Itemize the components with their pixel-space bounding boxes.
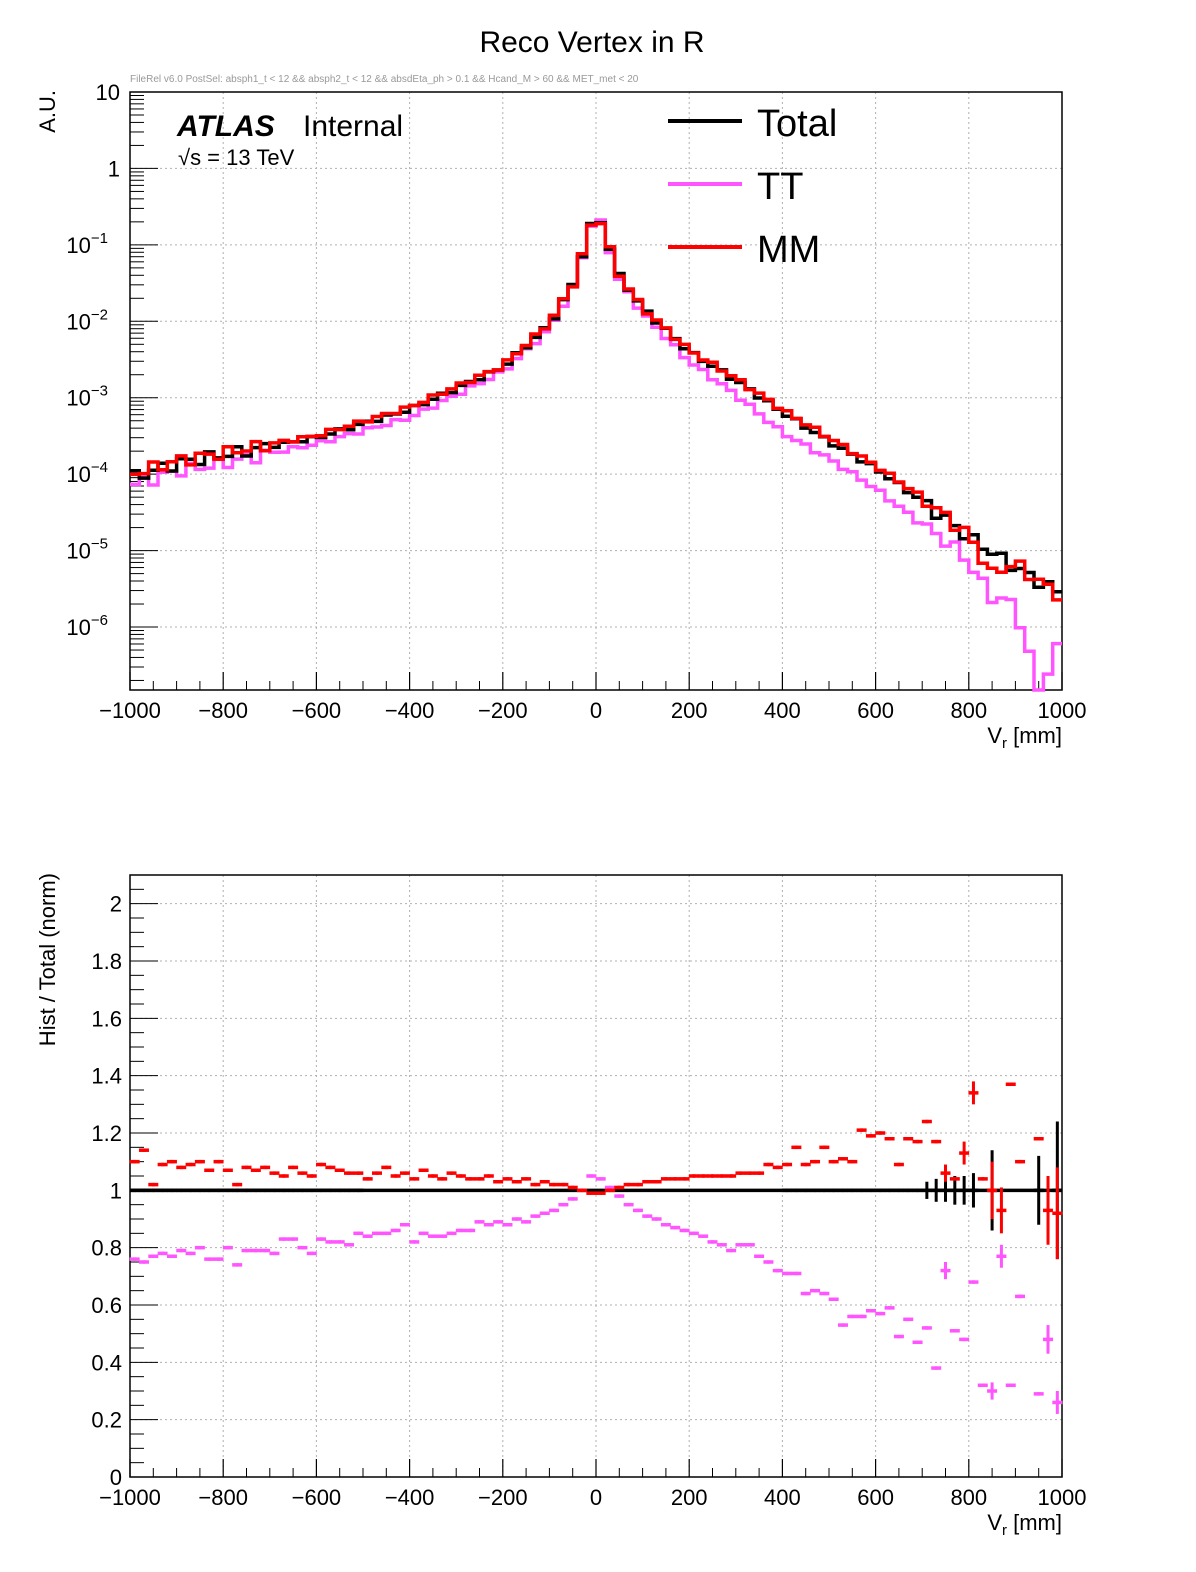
bottom-ytick-label: 1.2 bbox=[91, 1121, 122, 1146]
bottom-xtick-label: −800 bbox=[198, 1485, 248, 1510]
top-ytick-label: 10−1 bbox=[66, 230, 108, 258]
top-x-axis-title: Vr [mm] bbox=[987, 723, 1062, 752]
histogram-mm bbox=[130, 221, 1062, 602]
top-ytick-label-exp: −1 bbox=[91, 230, 108, 247]
top-frame bbox=[129, 91, 1063, 691]
selection-note: FileRel v6.0 PostSel: absph1_t < 12 && a… bbox=[130, 74, 639, 85]
top-xtick-label: 1000 bbox=[1038, 698, 1087, 723]
top-ytick-label-base: 10 bbox=[66, 539, 90, 564]
top-ytick-label: 10−2 bbox=[66, 306, 108, 334]
top-ytick-label-exp: −4 bbox=[91, 459, 108, 476]
atlas-logo-text: ATLAS bbox=[176, 110, 275, 143]
top-ytick-label-exp: −5 bbox=[91, 536, 108, 553]
top-xtick-label: 800 bbox=[950, 698, 987, 723]
top-ytick-label-base: 10 bbox=[66, 462, 90, 487]
top-y-axis-title: A.U. bbox=[35, 90, 60, 133]
top-ytick-label-base: 10 bbox=[66, 386, 90, 411]
bottom-ytick-label: 1 bbox=[110, 1178, 122, 1203]
bottom-xtick-label: −600 bbox=[292, 1485, 342, 1510]
top-xtick-label: −1000 bbox=[99, 698, 161, 723]
bottom-xtick-label: −400 bbox=[385, 1485, 435, 1510]
legend-label-total: Total bbox=[757, 103, 837, 145]
top-xtick-label: 400 bbox=[764, 698, 801, 723]
legend: Total TT MM bbox=[668, 103, 837, 271]
top-ytick-label: 10 bbox=[96, 80, 120, 105]
atlas-status-text: Internal bbox=[303, 110, 403, 143]
bottom-xtick-label: −1000 bbox=[99, 1485, 161, 1510]
top-panel: −1000 −800 −600 −400 −200 0 200 400 600 800 1000Vr… bbox=[35, 80, 1086, 752]
top-xtick-label: −200 bbox=[478, 698, 528, 723]
top-ytick-label-base: 10 bbox=[96, 80, 120, 105]
top-ytick-label: 1 bbox=[108, 156, 120, 181]
bottom-xtick-label: 0 bbox=[590, 1485, 602, 1510]
bottom-ytick-label: 0 bbox=[110, 1465, 122, 1490]
bottom-xtick-label: −200 bbox=[478, 1485, 528, 1510]
bottom-y-axis-title: Hist / Total (norm) bbox=[35, 873, 60, 1046]
bottom-x-axis-title-sub: r bbox=[1002, 1522, 1007, 1539]
top-ytick-label: 10−6 bbox=[66, 612, 108, 640]
top-ytick-label-exp: −3 bbox=[91, 383, 108, 400]
top-ytick-label-exp: −2 bbox=[91, 306, 108, 323]
histogram-tt bbox=[130, 218, 1062, 692]
bottom-ytick-label: 1.4 bbox=[91, 1064, 122, 1089]
legend-label-tt: TT bbox=[757, 166, 803, 208]
top-ytick-label-base: 1 bbox=[108, 156, 120, 181]
top-xtick-label: −800 bbox=[198, 698, 248, 723]
bottom-ytick-label: 1.6 bbox=[91, 1006, 122, 1031]
top-ytick-label: 10−4 bbox=[66, 459, 108, 487]
top-x-axis-title-main: V bbox=[987, 723, 1002, 748]
top-xtick-label: 600 bbox=[857, 698, 894, 723]
bottom-ytick-label: 2 bbox=[110, 892, 122, 917]
top-xtick-label: −600 bbox=[292, 698, 342, 723]
bottom-ytick-label: 0.8 bbox=[91, 1236, 122, 1261]
bottom-xtick-label: 600 bbox=[857, 1485, 894, 1510]
bottom-xtick-label: 800 bbox=[950, 1485, 987, 1510]
bottom-ytick-label: 1.8 bbox=[91, 949, 122, 974]
bottom-x-axis-title-main: V bbox=[987, 1510, 1002, 1535]
top-x-axis-title-sub: r bbox=[1002, 735, 1007, 752]
bottom-ytick-label: 0.4 bbox=[91, 1350, 122, 1375]
bottom-xtick-label: 200 bbox=[671, 1485, 708, 1510]
top-ytick-label-base: 10 bbox=[66, 233, 90, 258]
bottom-xtick-label: 400 bbox=[764, 1485, 801, 1510]
energy-label: √s = 13 TeV bbox=[178, 145, 295, 170]
chart-title: Reco Vertex in R bbox=[479, 26, 704, 59]
bottom-x-axis-title-unit: [mm] bbox=[1007, 1510, 1062, 1535]
bottom-panel: −1000 −800 −600 −400 −200 0 200 400 600 800 1000Vr… bbox=[35, 873, 1086, 1539]
top-ytick-label-base: 10 bbox=[66, 615, 90, 640]
top-xtick-label: 0 bbox=[590, 698, 602, 723]
legend-label-mm: MM bbox=[757, 229, 820, 271]
atlas-label: ATLAS Internal √s = 13 TeV bbox=[176, 110, 403, 170]
top-ytick-label-exp: −6 bbox=[91, 612, 108, 629]
top-ytick-label: 10−3 bbox=[66, 383, 108, 411]
top-ytick-label: 10−5 bbox=[66, 536, 108, 564]
top-x-axis-title-unit: [mm] bbox=[1007, 723, 1062, 748]
top-xtick-label: −400 bbox=[385, 698, 435, 723]
bottom-ytick-label: 0.2 bbox=[91, 1408, 122, 1433]
bottom-xtick-label: 1000 bbox=[1038, 1485, 1087, 1510]
bottom-ytick-label: 0.6 bbox=[91, 1293, 122, 1318]
bottom-x-axis-title: Vr [mm] bbox=[987, 1510, 1062, 1539]
top-xtick-label: 200 bbox=[671, 698, 708, 723]
top-ytick-label-base: 10 bbox=[66, 309, 90, 334]
